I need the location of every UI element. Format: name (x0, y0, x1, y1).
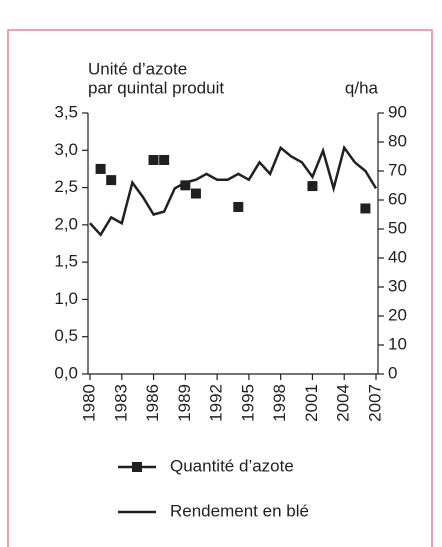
y-axis-label: par quintal produit (88, 78, 224, 97)
series-line (89, 144, 378, 237)
series-marker (159, 154, 170, 165)
y-tick-label: 0,5 (54, 326, 78, 345)
series-marker (307, 181, 318, 192)
y2-tick-label: 80 (388, 131, 407, 150)
legend-label: Quantité d’azote (170, 456, 294, 475)
y2-tick-label: 60 (388, 189, 407, 208)
y-tick-label: 1,0 (54, 289, 78, 308)
y2-tick-label: 40 (388, 247, 407, 266)
y2-tick-label: 20 (388, 305, 407, 324)
y-tick-label: 2,0 (54, 214, 78, 233)
y-tick-label: 0,0 (54, 363, 78, 382)
x-tick-label: 1980 (79, 384, 98, 422)
series-marker (360, 203, 371, 214)
y-tick-label: 3,5 (54, 102, 78, 121)
series-marker (148, 154, 159, 165)
y-tick-label: 3,0 (54, 140, 78, 159)
x-tick-label: 2004 (334, 384, 353, 422)
legend-marker (132, 462, 142, 472)
y2-tick-label: 0 (388, 363, 397, 382)
y2-tick-label: 70 (388, 160, 407, 179)
series-marker (106, 175, 117, 186)
x-tick-label: 1995 (238, 384, 257, 422)
y-tick-label: 1,5 (54, 252, 78, 271)
x-tick-label: 1989 (175, 384, 194, 422)
y2-axis-label: q/ha (345, 78, 379, 97)
y2-tick-label: 30 (388, 276, 407, 295)
x-tick-label: 1986 (143, 384, 162, 422)
y-axis-label: Unité d’azote (88, 59, 187, 78)
y2-tick-label: 10 (388, 334, 407, 353)
y2-tick-label: 50 (388, 218, 407, 237)
x-tick-label: 2001 (302, 384, 321, 422)
series-marker (180, 180, 191, 191)
x-tick-label: 1983 (111, 384, 130, 422)
y-tick-label: 2,5 (54, 177, 78, 196)
x-tick-label: 1998 (270, 384, 289, 422)
frame (7, 29, 433, 547)
series-marker (190, 188, 201, 199)
legend-label: Rendement en blé (170, 501, 309, 520)
y2-tick-label: 90 (388, 102, 407, 121)
x-tick-label: 1992 (207, 384, 226, 422)
x-tick-label: 2007 (365, 384, 384, 422)
series-marker (95, 163, 106, 174)
series-marker (233, 201, 244, 212)
